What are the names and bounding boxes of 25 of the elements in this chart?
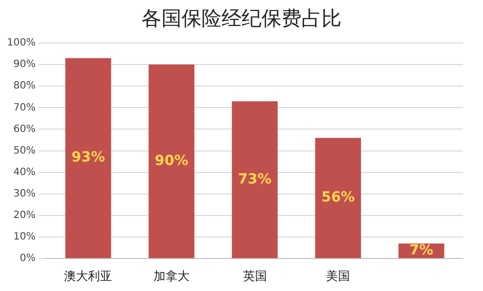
- y-tick-label: 20%: [13, 210, 36, 222]
- y-tick-label: 80%: [13, 80, 36, 92]
- bar: [315, 138, 361, 258]
- y-tick-label: 30%: [13, 188, 36, 200]
- bar: [65, 58, 112, 258]
- y-tick-label: 40%: [13, 166, 36, 178]
- x-tick-label: 澳大利亚: [64, 268, 112, 283]
- y-tick-label: 60%: [13, 124, 36, 135]
- data-label: 73%: [238, 171, 272, 188]
- data-label: 7%: [409, 242, 434, 258]
- y-tick-label: 50%: [13, 145, 36, 156]
- y-tick-label: 70%: [13, 102, 36, 114]
- y-tick-label: 0%: [20, 253, 36, 264]
- data-label: 93%: [71, 150, 105, 166]
- y-tick-label: 100%: [6, 38, 36, 49]
- bar: [148, 64, 194, 258]
- chart-title: 各国保险经纪保费占比: [140, 5, 342, 32]
- x-tick-label: 加拿大: [154, 268, 190, 283]
- x-tick-label: 美国: [326, 268, 350, 283]
- data-label: 90%: [154, 152, 188, 169]
- bar: [232, 101, 278, 258]
- y-tick-label: 10%: [13, 232, 36, 243]
- y-tick-label: 90%: [13, 59, 36, 70]
- data-label: 56%: [321, 190, 355, 206]
- x-tick-label: 英国: [242, 268, 267, 283]
